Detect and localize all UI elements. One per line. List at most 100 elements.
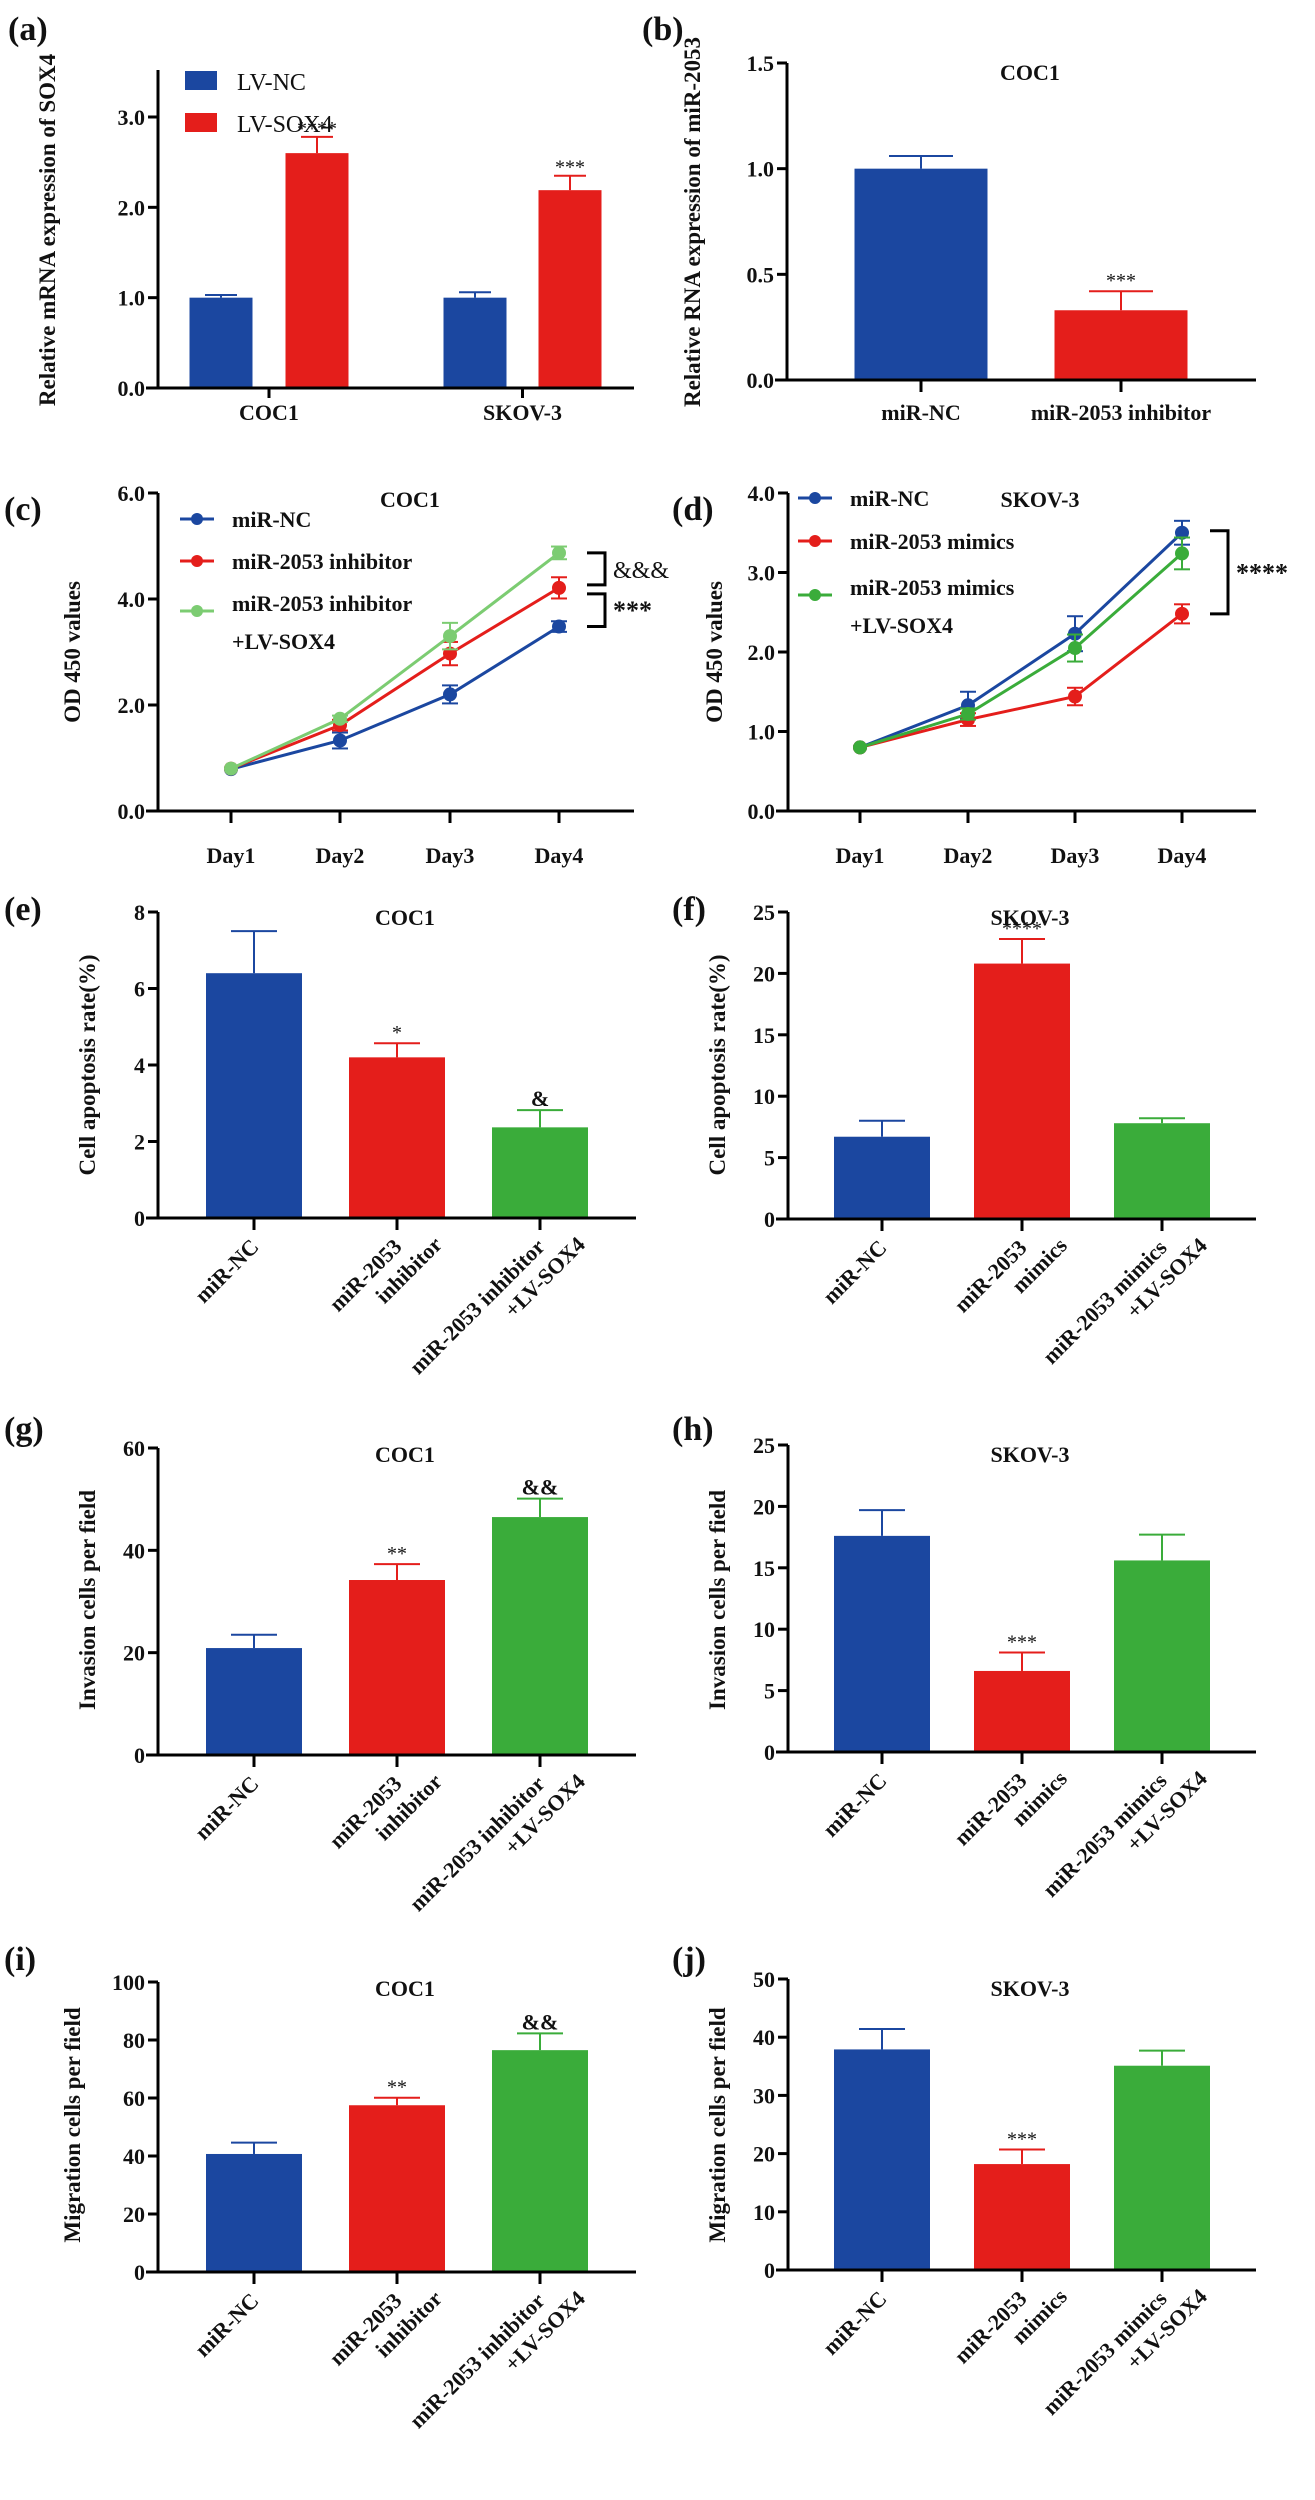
panel-g: 0 20 40 60 (g) Invasion cells per field COC1 mi…: [4, 1411, 636, 1916]
bar: [538, 190, 602, 387]
data-point: [552, 619, 566, 634]
data-point: [1175, 546, 1189, 561]
y-tick-label: 40: [123, 2144, 145, 2169]
y-tick-label: 0.0: [118, 799, 146, 824]
significance-label: ***: [555, 157, 585, 179]
series-line: [230, 625, 560, 771]
panel-b: 0.0 0.5 1.0 1.5 (b)Relative RNA expression o…: [642, 11, 1256, 425]
y-tick-label: 0.0: [747, 368, 775, 393]
chart-title: COC1: [375, 905, 435, 930]
y-tick-label: 20: [123, 2202, 145, 2227]
panel-d: 0.0 1.0 2.0 3.0 4.0 (d) OD 450 values SKOV-3 Day…: [672, 481, 1288, 868]
data-point: [333, 711, 347, 726]
bar: [834, 2049, 930, 2269]
y-axis-label: Relative mRNA expression of SOX4: [35, 53, 60, 406]
series-line: [859, 552, 1183, 749]
data-point: [443, 687, 457, 702]
x-tick-label: miR-2053mimics: [949, 1746, 1072, 1869]
chart-title: SKOV-3: [990, 905, 1069, 930]
panel-e: 0 2 4 6 8 (e) Cell apoptosis rate(%) COC1 miR-NC…: [4, 891, 636, 1379]
y-tick-label: 6: [134, 977, 145, 1002]
y-axis-label: Invasion cells per field: [75, 1490, 100, 1710]
bar: [285, 153, 349, 387]
x-tick-label: COC1: [239, 400, 299, 425]
x-tick-label: Day3: [1051, 843, 1100, 868]
x-tick-label: Day2: [944, 843, 993, 868]
bar: [189, 297, 253, 387]
panel-f: 0 5 10 15 20 25 (f) Cell apoptosis rate(%) SKOV-…: [672, 891, 1256, 1369]
significance-label: ****: [1236, 558, 1288, 587]
y-axis-label: Cell apoptosis rate(%): [75, 954, 100, 1175]
legend-marker: [191, 555, 203, 567]
bar: [349, 2105, 445, 2271]
panel-a: 0.0 1.0 2.0 3.0 (a) Relative mRNA expression …: [8, 11, 634, 425]
x-tick-label: Day3: [426, 843, 475, 868]
y-axis-label: OD 450 values: [60, 581, 85, 723]
data-point: [552, 545, 566, 560]
legend-label: miR-2053 mimics: [850, 529, 1015, 554]
data-point: [961, 707, 975, 722]
y-tick-label: 50: [753, 1967, 775, 1992]
y-tick-label: 25: [753, 1433, 775, 1458]
y-tick-label: 0: [134, 2260, 145, 2285]
y-tick-label: 2.0: [748, 640, 776, 665]
y-tick-label: 100: [112, 1970, 145, 1995]
panel-label: (c): [4, 491, 42, 528]
x-tick-label: miR-NC: [881, 400, 960, 425]
panel-label: (f): [672, 891, 706, 928]
y-tick-label: 4.0: [118, 587, 146, 612]
y-tick-label: 6.0: [118, 481, 146, 506]
y-tick-label: 0.0: [118, 376, 146, 401]
chart-title: COC1: [380, 487, 440, 512]
panel-i: 0 20 40 60 80 100 (i) Migration cells per field…: [4, 1941, 636, 2433]
x-tick-label-line: miR-NC: [190, 2288, 264, 2362]
panel-label: (h): [672, 1411, 714, 1448]
y-tick-label: 4.0: [748, 481, 776, 506]
y-tick-label: 2.0: [118, 693, 146, 718]
y-tick-label: 2.0: [118, 195, 146, 220]
y-tick-label: 80: [123, 2028, 145, 2053]
y-tick-label: 20: [753, 1494, 775, 1519]
x-tick-label: miR-NC: [818, 1768, 892, 1842]
y-tick-label: 40: [123, 1538, 145, 1563]
significance-label: **: [387, 1543, 407, 1565]
x-tick-label: Day2: [316, 843, 365, 868]
y-tick-label: 1.0: [118, 286, 146, 311]
series-line: [859, 612, 1183, 749]
significance-bracket: [587, 551, 607, 587]
y-tick-label: 20: [753, 2142, 775, 2167]
x-tick-label: miR-2053mimics: [949, 1213, 1072, 1336]
y-tick-label: 0.5: [747, 262, 775, 287]
y-tick-label: 40: [753, 2025, 775, 2050]
y-tick-label: 60: [123, 2086, 145, 2111]
data-point: [443, 629, 457, 644]
x-tick-label: miR-NC: [818, 1235, 892, 1309]
bar: [974, 1670, 1070, 1751]
y-axis-label: Migration cells per field: [60, 2007, 85, 2242]
x-tick-label-line: miR-NC: [818, 1235, 892, 1309]
y-tick-label: 15: [753, 1023, 775, 1048]
y-axis-label: Invasion cells per field: [705, 1490, 730, 1710]
chart-title: SKOV-3: [990, 1976, 1069, 2001]
significance-label: ***: [1106, 270, 1136, 292]
data-point: [1175, 606, 1189, 621]
bar: [834, 1535, 930, 1751]
x-tick-label: miR-NC: [190, 1771, 264, 1845]
y-tick-label: 3.0: [748, 561, 776, 586]
bar: [349, 1057, 445, 1217]
bar: [443, 297, 507, 387]
legend-label: miR-2053 inhibitor: [232, 591, 413, 616]
panel-h: 0 5 10 15 20 25 (h) Invasion cells per field SKO…: [672, 1411, 1256, 1902]
significance-label: ****: [297, 118, 337, 140]
chart-title: COC1: [1000, 60, 1060, 85]
y-tick-label: 8: [134, 900, 145, 925]
bar: [492, 2050, 588, 2271]
y-tick-label: 0.0: [748, 799, 776, 824]
data-point: [1068, 689, 1082, 704]
bar: [349, 1580, 445, 1754]
chart-title: SKOV-3: [990, 1442, 1069, 1467]
bar: [206, 973, 302, 1217]
bar: [206, 2153, 302, 2271]
panel-j: 0 10 20 30 40 50 (j) Migration cells per field S…: [672, 1941, 1256, 2420]
legend-marker: [809, 492, 821, 504]
